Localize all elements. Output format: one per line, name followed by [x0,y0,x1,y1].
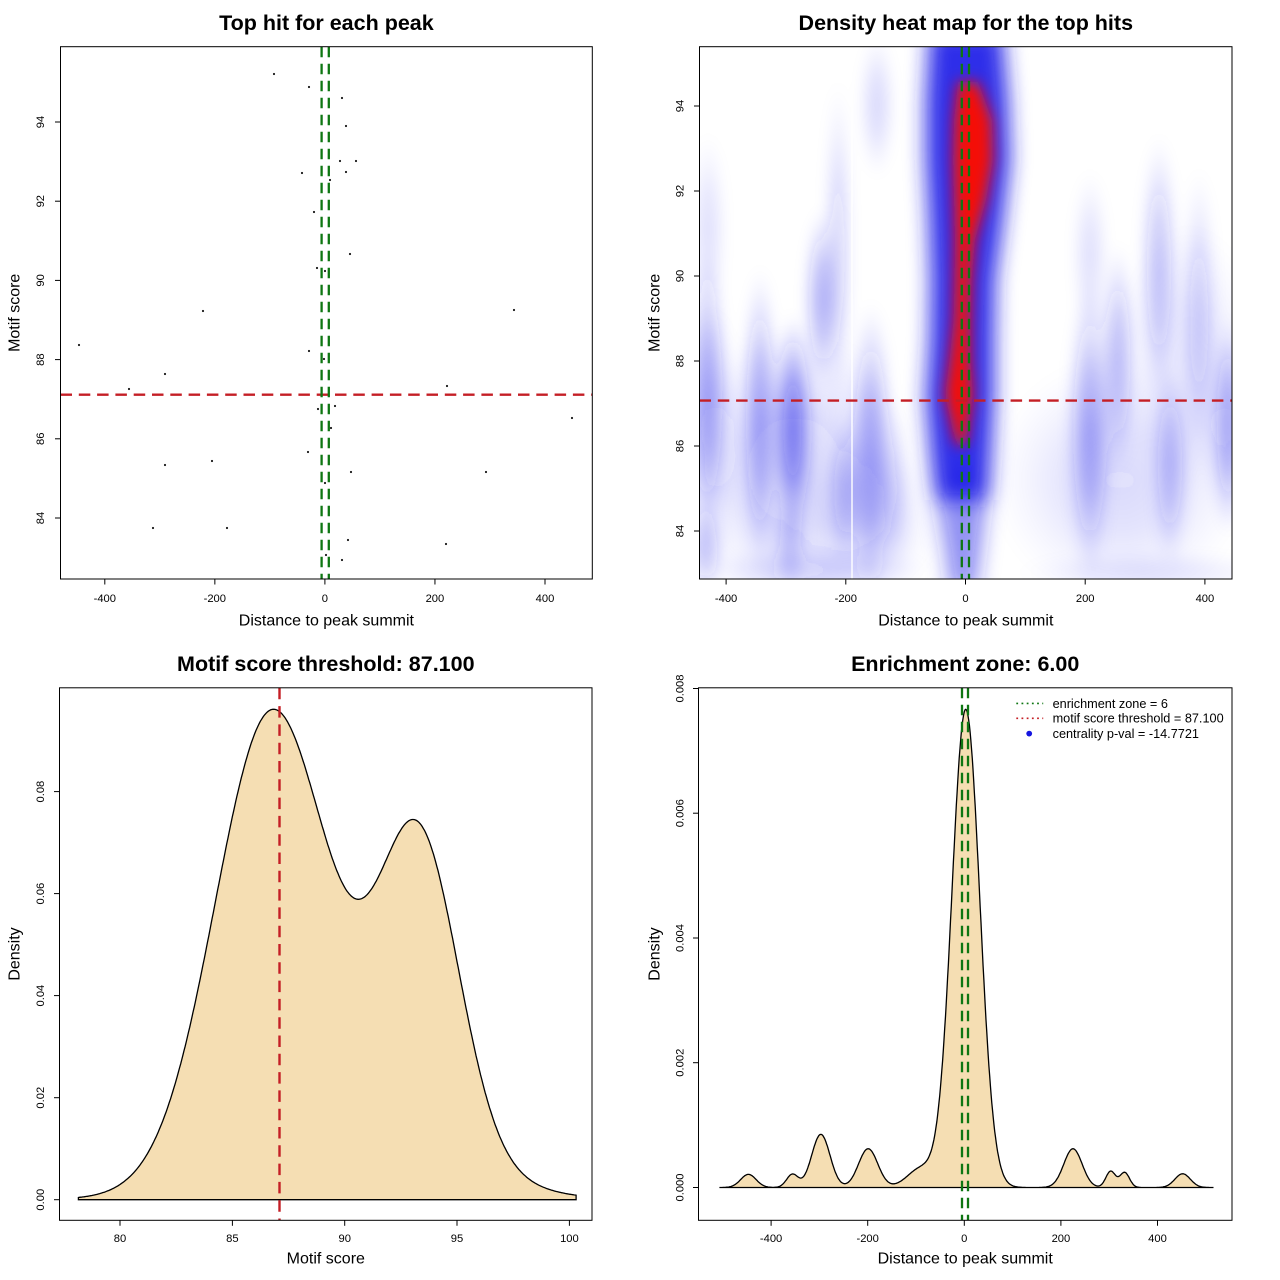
svg-text:-400: -400 [760,1233,782,1245]
svg-text:90: 90 [35,274,47,286]
svg-text:84: 84 [35,512,47,524]
svg-text:0: 0 [962,593,968,605]
svg-text:0.06: 0.06 [35,883,47,905]
svg-text:0.08: 0.08 [35,781,47,803]
svg-text:Distance to peak summit: Distance to peak summit [239,613,415,630]
svg-text:Top hit for each peak: Top hit for each peak [219,11,434,35]
svg-text:0: 0 [322,593,328,605]
svg-text:0.000: 0.000 [675,1174,687,1202]
svg-text:Distance to peak summit: Distance to peak summit [878,613,1054,630]
svg-text:80: 80 [114,1233,126,1245]
svg-text:enrichment zone = 6: enrichment zone = 6 [1053,697,1168,711]
svg-text:0.008: 0.008 [675,675,687,703]
svg-text:94: 94 [675,100,687,112]
svg-text:86: 86 [675,440,687,452]
svg-text:0.006: 0.006 [675,799,687,827]
svg-text:200: 200 [1052,1233,1071,1245]
svg-text:0.04: 0.04 [35,985,47,1007]
svg-text:Density heat map for the top h: Density heat map for the top hits [799,11,1134,35]
svg-text:100: 100 [560,1233,579,1245]
svg-text:motif score threshold = 87.100: motif score threshold = 87.100 [1053,712,1224,726]
svg-text:Motif score threshold: 87.100: Motif score threshold: 87.100 [177,652,475,676]
svg-text:Distance to peak summit: Distance to peak summit [878,1251,1054,1268]
svg-text:Enrichment zone: 6.00: Enrichment zone: 6.00 [851,652,1079,676]
svg-text:92: 92 [675,185,687,197]
svg-text:95: 95 [451,1233,463,1245]
svg-text:Density: Density [647,927,664,980]
svg-text:400: 400 [1148,1233,1167,1245]
svg-text:-200: -200 [835,593,857,605]
svg-text:-200: -200 [204,593,226,605]
svg-text:0.002: 0.002 [675,1049,687,1077]
svg-text:-400: -400 [94,593,116,605]
svg-text:88: 88 [35,353,47,365]
svg-text:94: 94 [35,116,47,128]
svg-text:90: 90 [338,1233,350,1245]
svg-text:86: 86 [35,433,47,445]
svg-text:84: 84 [675,525,687,537]
svg-text:0.02: 0.02 [35,1087,47,1109]
svg-text:Motif score: Motif score [647,274,664,352]
svg-text:Motif score: Motif score [287,1251,365,1268]
svg-text:-200: -200 [856,1233,878,1245]
svg-text:0.00: 0.00 [35,1189,47,1211]
svg-text:200: 200 [1076,593,1095,605]
svg-text:90: 90 [675,270,687,282]
svg-text:88: 88 [675,355,687,367]
svg-text:-400: -400 [715,593,737,605]
svg-text:centrality p-val = -14.7721: centrality p-val = -14.7721 [1053,727,1199,741]
svg-text:92: 92 [35,195,47,207]
svg-text:200: 200 [426,593,445,605]
svg-text:85: 85 [226,1233,238,1245]
svg-text:Density: Density [7,927,24,980]
svg-text:400: 400 [1196,593,1215,605]
svg-text:Motif score: Motif score [7,274,24,352]
svg-text:400: 400 [536,593,555,605]
svg-text:0: 0 [961,1233,967,1245]
svg-text:0.004: 0.004 [675,924,687,952]
